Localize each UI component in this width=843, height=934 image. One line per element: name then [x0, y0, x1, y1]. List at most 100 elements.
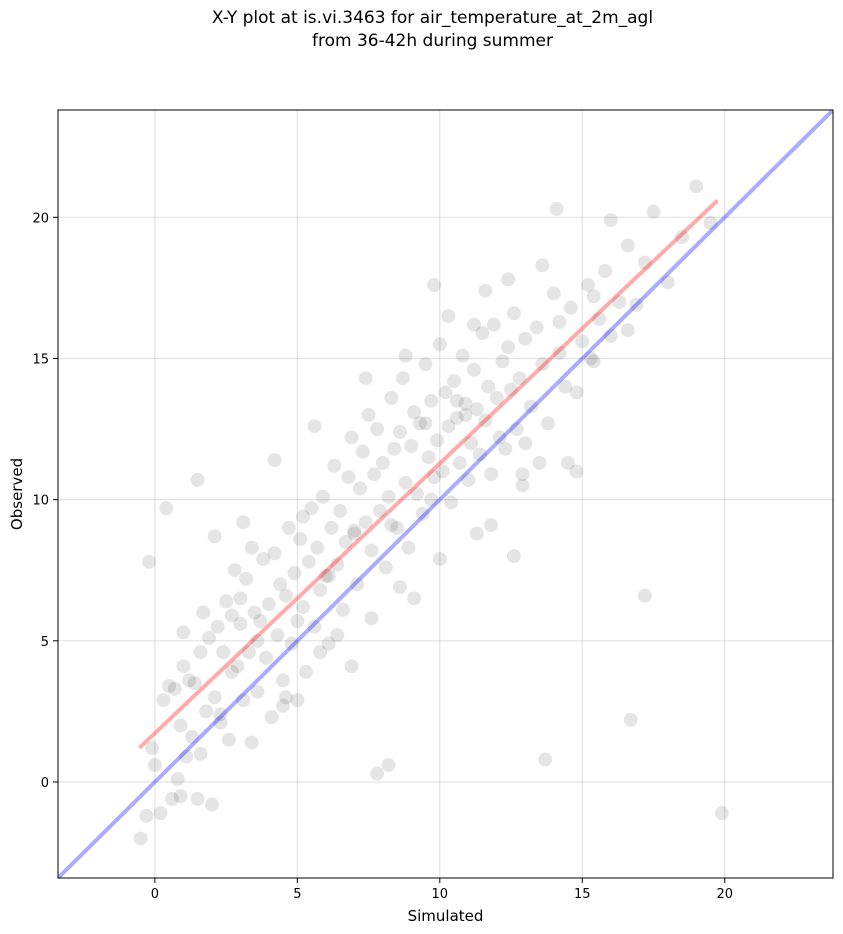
scatter-point — [210, 619, 225, 634]
scatter-point — [703, 215, 718, 230]
scatter-point — [395, 371, 410, 386]
scatter-point — [196, 605, 211, 620]
scatter-point — [318, 568, 333, 583]
scatter-point — [313, 645, 328, 660]
scatter-point — [307, 619, 322, 634]
scatter-point — [447, 374, 462, 389]
scatter-point — [390, 520, 405, 535]
scatter-point — [561, 455, 576, 470]
scatter-point — [199, 704, 214, 719]
scatter-point — [429, 433, 444, 448]
scatter-point — [674, 230, 689, 245]
scatter-point — [381, 758, 396, 773]
scatter-point — [432, 551, 447, 566]
scatter-point — [415, 506, 430, 521]
scatter-point — [304, 501, 319, 516]
scatter-point — [504, 382, 519, 397]
scatter-point — [333, 503, 348, 518]
scatter-point — [598, 263, 613, 278]
scatter-point — [469, 402, 484, 417]
x-tick-label: 0 — [151, 887, 159, 902]
x-tick-label: 10 — [432, 887, 449, 902]
scatter-point — [236, 693, 251, 708]
scatter-point — [620, 238, 635, 253]
scatter-point — [592, 311, 607, 326]
x-axis-label: Simulated — [408, 907, 484, 925]
scatter-point — [182, 673, 197, 688]
scatter-point — [583, 351, 598, 366]
scatter-point — [714, 806, 729, 821]
scatter-point — [515, 478, 530, 493]
scatter-point — [441, 309, 456, 324]
scatter-point — [427, 278, 442, 293]
scatter-point — [344, 430, 359, 445]
scatter-point — [518, 436, 533, 451]
scatter-point — [224, 608, 239, 623]
scatter-points — [133, 179, 729, 846]
scatter-point — [221, 732, 236, 747]
scatter-point — [281, 520, 296, 535]
scatter-point — [375, 455, 390, 470]
scatter-point — [350, 577, 365, 592]
scatter-point — [489, 391, 504, 405]
scatter-point — [267, 546, 282, 561]
scatter-point — [187, 676, 202, 691]
scatter-point — [179, 749, 194, 764]
scatter-point — [384, 391, 399, 405]
scatter-point — [296, 599, 311, 614]
scatter-point — [444, 495, 459, 510]
scatter-point — [475, 326, 490, 341]
scatter-point — [176, 659, 191, 674]
scatter-point — [506, 306, 521, 321]
scatter-point — [207, 690, 222, 705]
chart-title-line1: X-Y plot at is.vi.3463 for air_temperatu… — [211, 8, 654, 28]
scatter-point — [321, 636, 336, 651]
scatter-point — [313, 583, 328, 597]
scatter-point — [441, 419, 456, 434]
scatter-point — [298, 664, 313, 679]
scatter-point — [387, 441, 402, 456]
scatter-point — [324, 520, 339, 535]
plot-frame — [57, 109, 834, 879]
x-tick-label: 5 — [293, 887, 301, 902]
scatter-point — [241, 645, 256, 660]
scatter-point — [364, 611, 379, 626]
scatter-point — [427, 470, 442, 485]
scatter-point — [603, 328, 618, 343]
scatter-point — [418, 416, 433, 431]
scatter-point — [361, 407, 376, 422]
scatter-point — [646, 204, 661, 219]
scatter-point — [438, 385, 453, 400]
scatter-point — [469, 526, 484, 541]
scatter-point — [353, 481, 368, 496]
scatter-point — [219, 594, 234, 609]
scatter-point — [484, 467, 499, 482]
scatter-point — [455, 348, 470, 363]
scatter-point — [358, 515, 373, 530]
scatter-point — [327, 458, 342, 473]
scatter-point — [407, 591, 422, 606]
scatter-point — [620, 323, 635, 338]
scatter-point — [370, 766, 385, 781]
y-tick-label: 10 — [32, 494, 49, 509]
scatter-point — [207, 529, 222, 544]
scatter-point — [224, 664, 239, 679]
scatter-point — [142, 554, 157, 569]
scatter-point — [398, 475, 413, 490]
scatter-point — [193, 645, 208, 660]
scatter-point — [264, 710, 279, 725]
scatter-point — [498, 441, 513, 456]
x-tick-label: 20 — [716, 887, 733, 902]
scatter-point — [603, 213, 618, 228]
scatter-point — [164, 791, 179, 806]
scatter-point — [623, 712, 638, 727]
scatter-point — [569, 464, 584, 479]
scatter-point — [378, 560, 393, 575]
scatter-point — [213, 707, 228, 722]
scatter-point — [267, 453, 282, 468]
y-axis-label: Observed — [8, 458, 26, 530]
scatter-point — [355, 444, 370, 459]
scatter-point — [458, 407, 473, 422]
scatter-point — [307, 419, 322, 434]
